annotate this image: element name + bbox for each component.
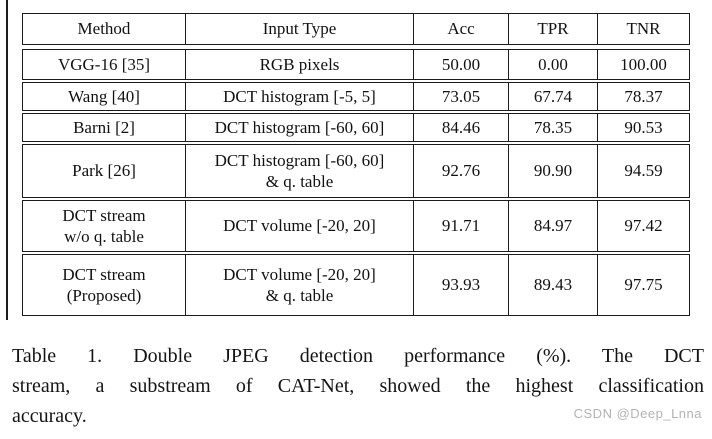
table-row: DCT stream (Proposed) DCT volume [-20, 2… bbox=[22, 254, 690, 316]
table-cell: 90.90 bbox=[508, 145, 597, 197]
table-cell: DCT stream w/o q. table bbox=[62, 205, 146, 246]
table-cell: 0.00 bbox=[508, 50, 597, 79]
table-cell: Park [26] bbox=[72, 161, 136, 181]
table-cell: 97.42 bbox=[597, 201, 689, 251]
page-column-divider bbox=[6, 0, 8, 320]
table-row: VGG-16 [35] RGB pixels 50.00 0.00 100.00 bbox=[22, 49, 690, 80]
table-row: Barni [2] DCT histogram [-60, 60] 84.46 … bbox=[22, 113, 690, 142]
table-cell: 78.35 bbox=[508, 114, 597, 141]
table-header-row: Method Input Type Acc TPR TNR bbox=[22, 13, 690, 45]
table-cell: RGB pixels bbox=[185, 50, 413, 79]
table-cell: DCT histogram [-60, 60] bbox=[185, 114, 413, 141]
table-cell: 67.74 bbox=[508, 83, 597, 110]
table-cell: 94.59 bbox=[597, 145, 689, 197]
caption-line: accuracy. bbox=[12, 405, 87, 427]
header-cell-method: Method bbox=[77, 19, 131, 39]
table-cell: 84.46 bbox=[413, 114, 508, 141]
caption-line: Table 1. Double JPEG detection performan… bbox=[12, 345, 704, 367]
table-row: Wang [40] DCT histogram [-5, 5] 73.05 67… bbox=[22, 82, 690, 111]
table-cell: Barni [2] bbox=[73, 117, 135, 137]
table-cell: DCT volume [-20, 20] & q. table bbox=[185, 255, 413, 315]
table-cell: 73.05 bbox=[413, 83, 508, 110]
table-cell: 84.97 bbox=[508, 201, 597, 251]
table-cell: 92.76 bbox=[413, 145, 508, 197]
table-cell: Wang [40] bbox=[68, 86, 140, 106]
table-cell: 78.37 bbox=[597, 83, 689, 110]
table-cell: DCT volume [-20, 20] bbox=[185, 201, 413, 251]
header-cell-tnr: TNR bbox=[597, 14, 689, 44]
table-cell: DCT histogram [-60, 60] & q. table bbox=[185, 145, 413, 197]
table-cell: 50.00 bbox=[413, 50, 508, 79]
caption-line: stream, a substream of CAT-Net, showed t… bbox=[12, 375, 704, 397]
header-cell-tpr: TPR bbox=[508, 14, 597, 44]
header-cell-input-type: Input Type bbox=[185, 14, 413, 44]
table-row: Park [26] DCT histogram [-60, 60] & q. t… bbox=[22, 144, 690, 198]
table-cell: 93.93 bbox=[413, 255, 508, 315]
table-cell: 97.75 bbox=[597, 255, 689, 315]
watermark: CSDN @Deep_Lnna bbox=[573, 406, 702, 421]
header-cell-acc: Acc bbox=[413, 14, 508, 44]
table-cell: 90.53 bbox=[597, 114, 689, 141]
table-cell: 100.00 bbox=[597, 50, 689, 79]
table-cell: DCT stream (Proposed) bbox=[62, 264, 146, 305]
table-row: DCT stream w/o q. table DCT volume [-20,… bbox=[22, 200, 690, 252]
table-cell: DCT histogram [-5, 5] bbox=[185, 83, 413, 110]
table-cell: 89.43 bbox=[508, 255, 597, 315]
table-cell: 91.71 bbox=[413, 201, 508, 251]
table-caption: Table 1. Double JPEG detection performan… bbox=[12, 341, 704, 431]
results-table: Method Input Type Acc TPR TNR VGG-16 [35… bbox=[22, 13, 690, 316]
table-cell: VGG-16 [35] bbox=[57, 54, 151, 74]
